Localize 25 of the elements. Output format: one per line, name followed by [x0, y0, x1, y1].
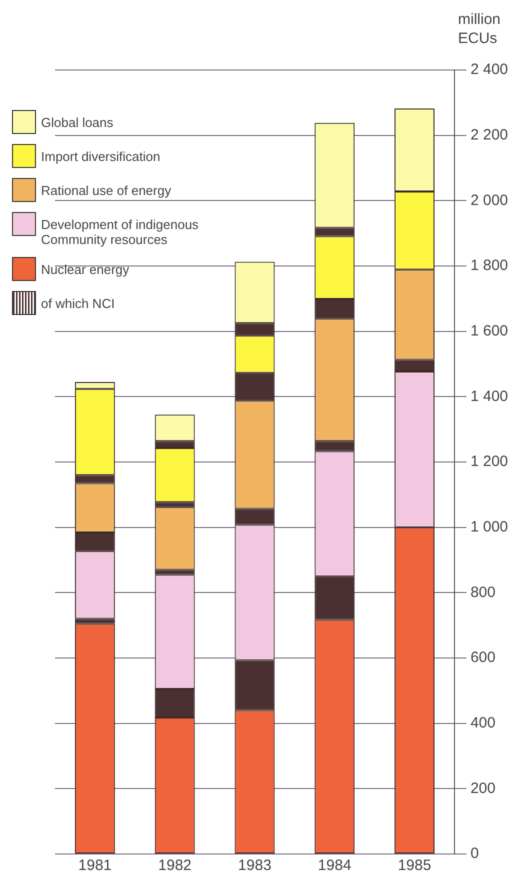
- y-tick-label: 0: [470, 845, 479, 862]
- legend-label: Global loans: [41, 114, 114, 130]
- y-tick-label: 400: [470, 714, 496, 732]
- y-tick-label: 2 000: [470, 192, 508, 209]
- legend-label: of which NCI: [41, 295, 116, 311]
- y-tick-label: 1 400: [470, 388, 508, 405]
- y-tick-label: 600: [470, 649, 496, 666]
- legend-label: Nuclear energy: [41, 261, 130, 277]
- legend-label: Rational use of energy: [41, 182, 172, 198]
- y-tick-label: 800: [470, 584, 496, 601]
- legend-label: Import diversification: [41, 148, 162, 164]
- y-tick-label: 1 800: [470, 257, 508, 274]
- y-tick-label: 1 200: [470, 453, 508, 470]
- y-tick-label: 200: [470, 780, 496, 797]
- x-tick-label: 1984: [318, 857, 352, 874]
- x-tick-label: 1981: [78, 857, 112, 874]
- legend-label: Development of indigenous Community resources: [41, 216, 200, 247]
- x-tick-label: 1982: [158, 857, 192, 874]
- x-tick-label: 1983: [238, 857, 272, 874]
- y-tick-label: 1 600: [470, 322, 508, 340]
- x-tick-label: 1985: [398, 857, 432, 874]
- y-tick-label: 2 200: [470, 126, 508, 144]
- y-axis-title: million ECUs: [458, 10, 502, 48]
- y-tick-label: 2 400: [470, 61, 508, 78]
- y-tick-label: 1 000: [470, 518, 508, 536]
